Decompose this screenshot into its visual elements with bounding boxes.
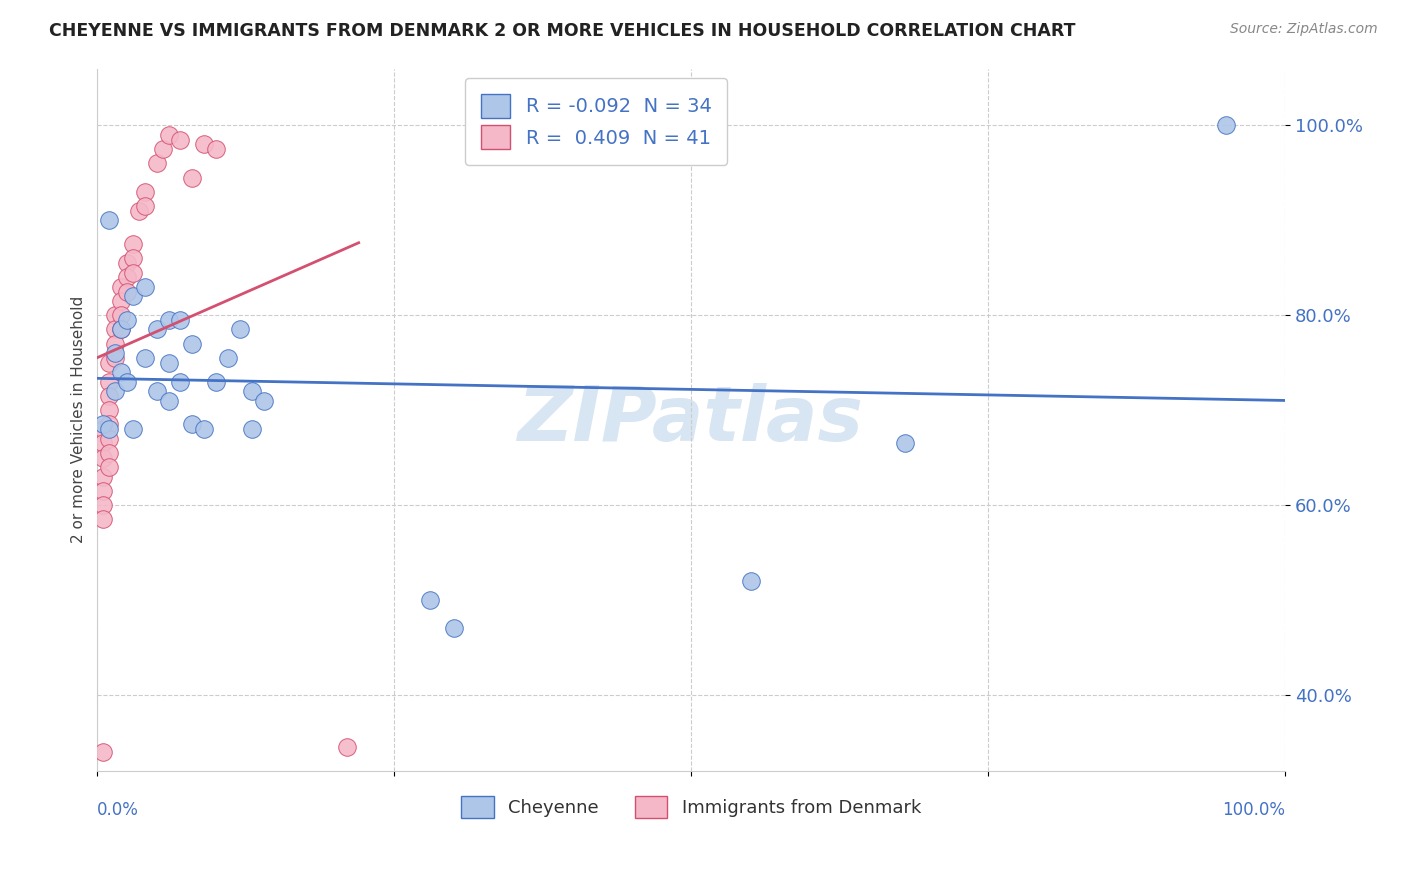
- Point: [134, 185, 156, 199]
- Point: [91, 469, 114, 483]
- Point: [91, 483, 114, 498]
- Point: [115, 375, 138, 389]
- Point: [91, 436, 114, 450]
- Point: [98, 403, 121, 417]
- Point: [104, 322, 127, 336]
- Point: [1215, 119, 1237, 133]
- Point: [104, 336, 127, 351]
- Point: [104, 346, 127, 360]
- Point: [157, 393, 180, 408]
- Legend: Cheyenne, Immigrants from Denmark: Cheyenne, Immigrants from Denmark: [454, 789, 928, 825]
- Point: [134, 279, 156, 293]
- Point: [134, 351, 156, 365]
- Point: [336, 739, 359, 754]
- Point: [134, 199, 156, 213]
- Point: [115, 313, 138, 327]
- Point: [157, 356, 180, 370]
- Point: [104, 308, 127, 322]
- Point: [122, 422, 145, 436]
- Point: [115, 285, 138, 299]
- Point: [98, 213, 121, 227]
- Point: [740, 574, 762, 588]
- Point: [110, 322, 132, 336]
- Point: [169, 313, 191, 327]
- Point: [122, 289, 145, 303]
- Point: [253, 393, 276, 408]
- Point: [98, 422, 121, 436]
- Point: [98, 375, 121, 389]
- Point: [91, 422, 114, 436]
- Point: [145, 322, 167, 336]
- Point: [122, 252, 145, 266]
- Text: 100.0%: 100.0%: [1222, 801, 1285, 819]
- Point: [217, 351, 239, 365]
- Text: CHEYENNE VS IMMIGRANTS FROM DENMARK 2 OR MORE VEHICLES IN HOUSEHOLD CORRELATION : CHEYENNE VS IMMIGRANTS FROM DENMARK 2 OR…: [49, 22, 1076, 40]
- Point: [169, 375, 191, 389]
- Point: [181, 336, 204, 351]
- Point: [145, 384, 167, 398]
- Point: [98, 432, 121, 446]
- Point: [157, 128, 180, 142]
- Point: [169, 133, 191, 147]
- Point: [128, 203, 150, 218]
- Point: [122, 237, 145, 252]
- Point: [419, 593, 441, 607]
- Point: [91, 498, 114, 512]
- Point: [110, 365, 132, 379]
- Point: [240, 384, 263, 398]
- Point: [205, 375, 228, 389]
- Point: [91, 512, 114, 526]
- Point: [193, 137, 215, 152]
- Point: [98, 389, 121, 403]
- Point: [443, 621, 465, 635]
- Point: [115, 256, 138, 270]
- Point: [152, 142, 174, 156]
- Point: [181, 417, 204, 432]
- Text: ZIPatlas: ZIPatlas: [519, 383, 865, 457]
- Point: [115, 270, 138, 285]
- Point: [98, 460, 121, 475]
- Point: [122, 266, 145, 280]
- Point: [110, 322, 132, 336]
- Point: [91, 450, 114, 465]
- Point: [104, 351, 127, 365]
- Point: [91, 417, 114, 432]
- Point: [894, 436, 917, 450]
- Point: [229, 322, 252, 336]
- Point: [104, 384, 127, 398]
- Point: [157, 313, 180, 327]
- Point: [240, 422, 263, 436]
- Point: [98, 356, 121, 370]
- Point: [98, 417, 121, 432]
- Point: [181, 170, 204, 185]
- Point: [91, 745, 114, 759]
- Point: [145, 156, 167, 170]
- Point: [98, 446, 121, 460]
- Text: 0.0%: 0.0%: [97, 801, 139, 819]
- Point: [110, 308, 132, 322]
- Point: [205, 142, 228, 156]
- Point: [110, 279, 132, 293]
- Point: [193, 422, 215, 436]
- Text: Source: ZipAtlas.com: Source: ZipAtlas.com: [1230, 22, 1378, 37]
- Y-axis label: 2 or more Vehicles in Household: 2 or more Vehicles in Household: [72, 296, 86, 543]
- Point: [110, 293, 132, 308]
